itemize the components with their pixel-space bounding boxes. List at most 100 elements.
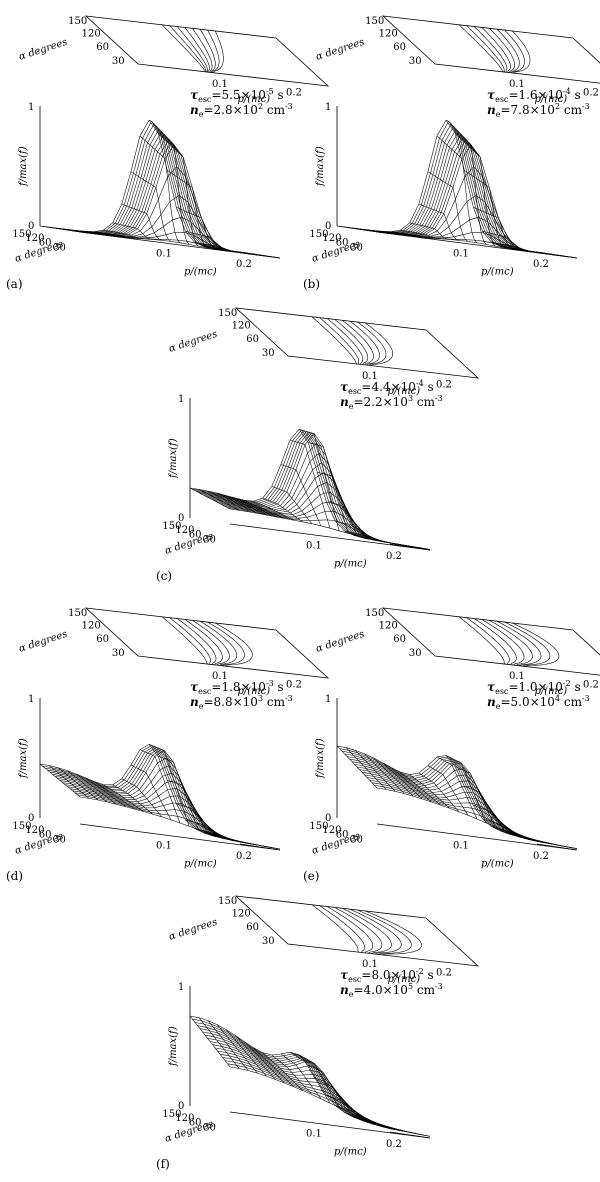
p-axis-line <box>79 823 281 851</box>
surface-mesh-line <box>103 784 144 812</box>
surface-mesh-line <box>158 756 199 830</box>
panel-label: (f) <box>156 1157 170 1171</box>
contour-frame <box>84 15 330 87</box>
surface-mesh-line <box>76 773 117 805</box>
alpha-tick-label: 30 <box>409 648 422 659</box>
surface-mesh-line <box>194 430 396 544</box>
alpha-tick-label: 30 <box>350 242 363 253</box>
surface-mesh-line <box>344 530 385 543</box>
surface-mesh-line <box>335 521 376 541</box>
surface-mesh-line <box>482 230 523 251</box>
surface-mesh-line <box>112 784 153 815</box>
surface-mesh-line <box>244 500 285 519</box>
alpha-tick-label: 30 <box>409 56 422 67</box>
surface-mesh-line <box>54 749 256 845</box>
right-edge <box>239 843 281 851</box>
surface-mesh-line <box>464 169 505 248</box>
surface-mesh-line <box>130 764 172 820</box>
surface-mesh-line <box>359 141 560 256</box>
ne-label: ne=5.0×104 cm-3 <box>487 694 590 711</box>
p-tick-label: 0.2 <box>583 88 599 99</box>
surface-mesh-line <box>445 755 487 824</box>
alpha-tick-label: 30 <box>262 348 275 359</box>
ne-label: ne=2.2×103 cm-3 <box>340 394 443 411</box>
surface-mesh-line <box>400 229 441 240</box>
surface-mesh-line <box>44 745 246 844</box>
surface-mesh-line <box>235 1035 276 1080</box>
f-axis-label: f/max(f) <box>168 438 179 479</box>
surface-mesh-line <box>341 750 543 843</box>
surface-mesh-line <box>189 1015 231 1068</box>
surface-mesh-line <box>207 1020 249 1071</box>
surface-mesh-line <box>491 826 532 840</box>
contour-line <box>342 320 374 366</box>
contour-frame <box>381 15 600 84</box>
alpha-tick-label: 150 <box>218 308 237 319</box>
contour-line <box>334 319 369 365</box>
surface-mesh-line <box>227 507 428 550</box>
f-tick-label: 1 <box>28 694 34 705</box>
alpha-tick-label: 120 <box>232 320 251 331</box>
panel-label: (a) <box>6 277 23 291</box>
surface-mesh-line <box>176 803 217 836</box>
surface-mesh-line <box>130 171 172 242</box>
surface-mesh-line <box>455 133 496 247</box>
surface-mesh-line <box>436 756 478 820</box>
parameter-annotation: τesc=1.8×10-3 sne=8.8×103 cm-3 <box>190 679 293 711</box>
f-tick-label: 0 <box>28 813 34 824</box>
surface-mesh-line <box>222 1057 423 1136</box>
surface-mesh-line <box>339 120 540 253</box>
surface-mesh-line <box>139 135 181 243</box>
p-axis-label: p/(mc) <box>238 686 271 697</box>
surface-mesh-line <box>57 757 258 846</box>
alpha-tick-label: 150 <box>68 608 87 619</box>
surface-mesh-line <box>103 229 144 240</box>
f-tick-label: 0 <box>325 221 331 232</box>
contour-line <box>161 616 208 665</box>
surface-mesh-line <box>167 169 208 248</box>
parameter-annotation: τesc=4.4×10-4 sne=2.2×103 cm-3 <box>340 379 443 411</box>
f-tick-label: 1 <box>178 394 184 405</box>
alpha-tick-label: 150 <box>309 229 328 240</box>
contour-line <box>207 29 220 73</box>
surface-mesh-line <box>308 1064 349 1113</box>
contour-line <box>357 321 387 366</box>
surface-mesh-line <box>202 1031 403 1132</box>
p-tick-label: 0.1 <box>212 79 228 90</box>
alpha-tick-label: 150 <box>162 1109 181 1120</box>
contour-line <box>474 618 517 665</box>
surface-mesh-line <box>271 486 313 524</box>
surface-mesh-line <box>418 203 459 241</box>
p-tick-label: 0.2 <box>386 1139 402 1150</box>
surface-mesh-line <box>85 231 126 238</box>
surface-mesh-line <box>207 442 408 547</box>
alpha-tick-label: 120 <box>175 525 194 536</box>
surface-mesh-line <box>326 1094 367 1120</box>
f-axis-label: f/max(f) <box>168 1026 179 1067</box>
alpha-tick-label: 60 <box>39 238 52 249</box>
alpha-tick-label: 60 <box>189 530 202 541</box>
contour-line <box>365 910 422 956</box>
surface-mesh-line <box>227 1063 428 1137</box>
surface-mesh-line <box>262 497 303 523</box>
surface-mesh-line <box>354 764 555 845</box>
surface-mesh-line <box>400 771 441 806</box>
f-tick-label: 0 <box>178 513 184 524</box>
surface-mesh-line <box>356 766 558 846</box>
surface-mesh-line <box>94 231 135 239</box>
surface-mesh-line <box>473 207 514 250</box>
surface-mesh-line <box>239 841 281 850</box>
surface-mesh-line <box>371 782 573 849</box>
contour-line <box>458 24 504 73</box>
f-tick-label: 1 <box>325 102 331 113</box>
surface-mesh-line <box>482 818 523 837</box>
surface-mesh-line <box>192 429 393 544</box>
surface-mesh-line <box>42 120 243 253</box>
surface-mesh-line <box>364 166 565 257</box>
p-axis-line <box>229 1111 431 1139</box>
contour-line <box>349 908 402 955</box>
alpha-tick-label: 120 <box>25 233 44 244</box>
